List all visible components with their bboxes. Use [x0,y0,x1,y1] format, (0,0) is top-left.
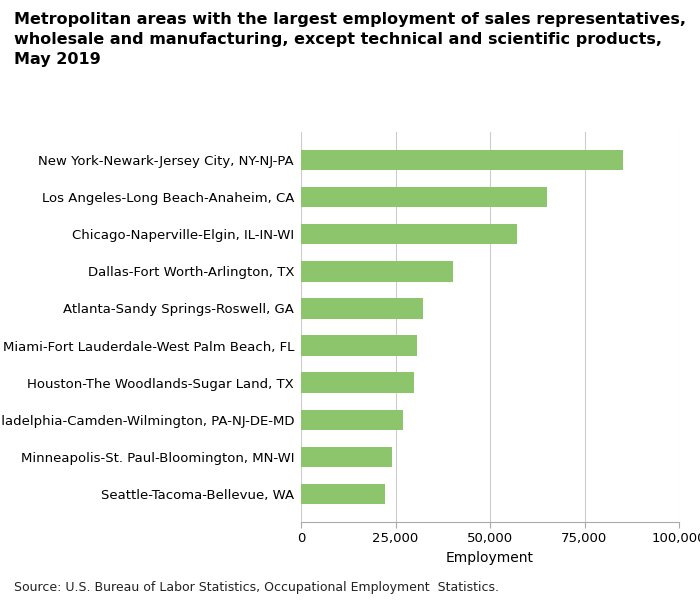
Bar [301,410,403,430]
Bar [301,484,384,504]
Bar [301,187,547,207]
Text: Source: U.S. Bureau of Labor Statistics, Occupational Employment  Statistics.: Source: U.S. Bureau of Labor Statistics,… [14,581,499,594]
Bar [301,335,416,356]
Bar [301,261,453,281]
Bar [301,224,517,244]
Bar [301,373,414,393]
Text: Metropolitan areas with the largest employment of sales representatives,
wholesa: Metropolitan areas with the largest empl… [14,12,686,67]
Bar [301,298,424,319]
X-axis label: Employment: Employment [446,551,534,565]
Bar [301,447,393,467]
Bar [301,150,624,170]
